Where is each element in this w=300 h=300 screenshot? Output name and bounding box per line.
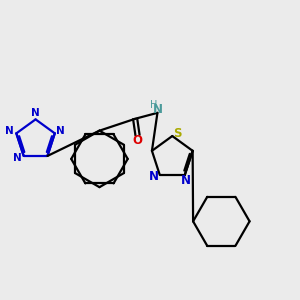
Text: N: N (31, 108, 40, 118)
Text: N: N (182, 174, 191, 187)
Text: N: N (13, 153, 22, 163)
Text: S: S (173, 127, 182, 140)
Text: N: N (5, 126, 14, 136)
Text: O: O (133, 134, 142, 147)
Text: N: N (149, 170, 159, 183)
Text: N: N (56, 126, 64, 136)
Text: H: H (150, 100, 158, 110)
Text: N: N (152, 103, 162, 116)
